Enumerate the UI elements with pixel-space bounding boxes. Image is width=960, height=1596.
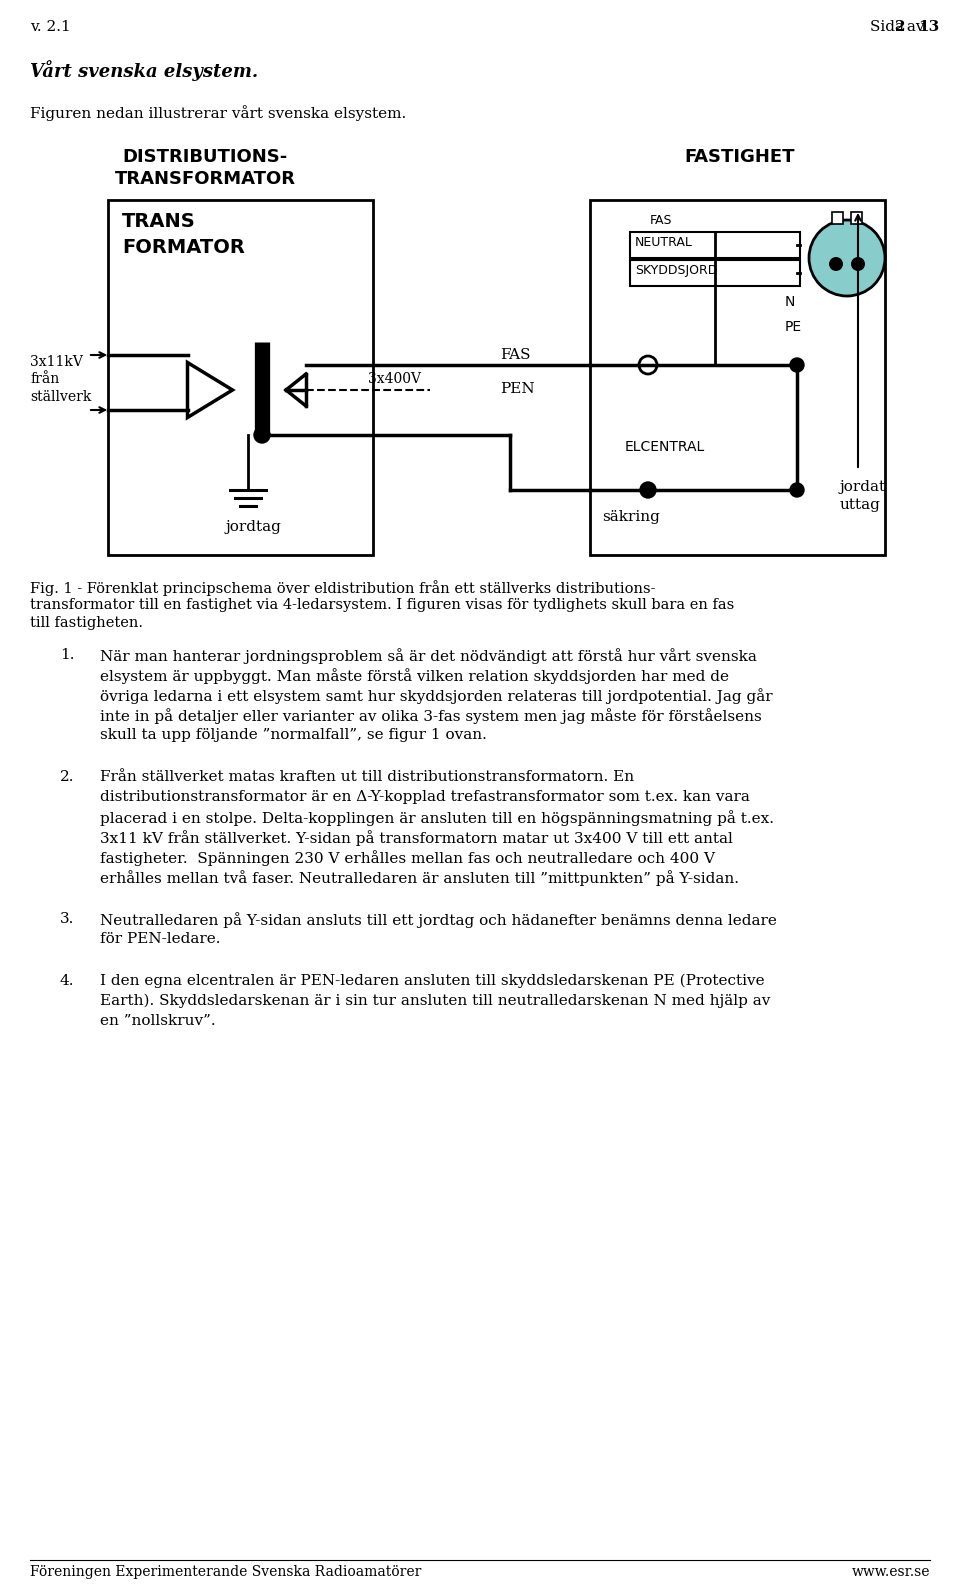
Text: distributionstransformator är en Δ-Y-kopplad trefastransformator som t.ex. kan v: distributionstransformator är en Δ-Y-kop…	[100, 790, 750, 804]
Bar	[590, 200, 885, 555]
Text: FAS: FAS	[500, 348, 531, 362]
Text: Föreningen Experimenterande Svenska Radioamatörer: Föreningen Experimenterande Svenska Radi…	[30, 1566, 421, 1578]
Text: 1.: 1.	[60, 648, 75, 662]
Text: Sida: Sida	[870, 21, 909, 34]
Text: TRANS: TRANS	[122, 212, 196, 231]
Text: 2.: 2.	[60, 769, 75, 784]
Text: FORMATOR: FORMATOR	[122, 238, 245, 257]
Circle shape	[254, 428, 270, 444]
Text: NEUTRAL: NEUTRAL	[635, 236, 693, 249]
Text: FASTIGHET: FASTIGHET	[684, 148, 795, 166]
Circle shape	[639, 356, 657, 373]
Text: för PEN-ledare.: för PEN-ledare.	[100, 932, 221, 946]
Bar	[630, 260, 800, 286]
Text: elsystem är uppbyggt. Man måste förstå vilken relation skyddsjorden har med de: elsystem är uppbyggt. Man måste förstå v…	[100, 669, 729, 683]
Text: Neutralledaren på Y-sidan ansluts till ett jordtag och hädanefter benämns denna : Neutralledaren på Y-sidan ansluts till e…	[100, 911, 777, 927]
Text: en ”nollskruv”.: en ”nollskruv”.	[100, 1013, 216, 1028]
Bar	[851, 212, 862, 223]
Circle shape	[790, 358, 804, 372]
Text: Figuren nedan illustrerar vårt svenska elsystem.: Figuren nedan illustrerar vårt svenska e…	[30, 105, 406, 121]
Text: TRANSFORMATOR: TRANSFORMATOR	[114, 171, 296, 188]
Text: Fig. 1 - Förenklat principschema över eldistribution från ett ställverks distrib: Fig. 1 - Förenklat principschema över el…	[30, 579, 656, 595]
Circle shape	[851, 257, 865, 271]
Circle shape	[809, 220, 885, 295]
Text: placerad i en stolpe. Delta-kopplingen är ansluten till en högspänningsmatning p: placerad i en stolpe. Delta-kopplingen ä…	[100, 811, 774, 825]
Text: 13: 13	[918, 21, 939, 34]
Text: ELCENTRAL: ELCENTRAL	[625, 440, 706, 453]
Circle shape	[829, 257, 843, 271]
Bar	[108, 200, 373, 555]
Text: erhålles mellan två faser. Neutralledaren är ansluten till ”mittpunkten” på Y-si: erhålles mellan två faser. Neutralledare…	[100, 870, 739, 886]
Text: När man hanterar jordningsproblem så är det nödvändigt att förstå hur vårt svens: När man hanterar jordningsproblem så är …	[100, 648, 756, 664]
Text: v. 2.1: v. 2.1	[30, 21, 71, 34]
Text: www.esr.se: www.esr.se	[852, 1566, 930, 1578]
Text: PEN: PEN	[500, 381, 535, 396]
Text: 3x11kV
från
ställverk: 3x11kV från ställverk	[30, 354, 91, 404]
Text: jordat: jordat	[840, 480, 886, 495]
Text: säkring: säkring	[602, 511, 660, 523]
Text: Earth). Skyddsledarskenan är i sin tur ansluten till neutralledarskenan N med hj: Earth). Skyddsledarskenan är i sin tur a…	[100, 994, 770, 1009]
Polygon shape	[187, 362, 232, 418]
Text: av: av	[902, 21, 929, 34]
Text: I den egna elcentralen är PEN-ledaren ansluten till skyddsledarskenan PE (Protec: I den egna elcentralen är PEN-ledaren an…	[100, 974, 764, 988]
Text: Från ställverket matas kraften ut till distributionstransformatorn. En: Från ställverket matas kraften ut till d…	[100, 769, 635, 784]
Text: SKYDDSJORD: SKYDDSJORD	[635, 263, 717, 278]
Text: DISTRIBUTIONS-: DISTRIBUTIONS-	[122, 148, 288, 166]
Text: till fastigheten.: till fastigheten.	[30, 616, 143, 630]
Text: övriga ledarna i ett elsystem samt hur skyddsjorden relateras till jordpotential: övriga ledarna i ett elsystem samt hur s…	[100, 688, 773, 704]
Text: FAS: FAS	[650, 214, 673, 227]
Text: fastigheter.  Spänningen 230 V erhålles mellan fas och neutralledare och 400 V: fastigheter. Spänningen 230 V erhålles m…	[100, 851, 715, 867]
Bar	[832, 212, 843, 223]
Text: transformator till en fastighet via 4-ledarsystem. I figuren visas för tydlighet: transformator till en fastighet via 4-le…	[30, 598, 734, 611]
Text: skull ta upp följande ”normalfall”, se figur 1 ovan.: skull ta upp följande ”normalfall”, se f…	[100, 728, 487, 742]
Text: N: N	[785, 295, 796, 310]
Circle shape	[640, 482, 656, 498]
Circle shape	[790, 484, 804, 496]
Text: PE: PE	[785, 321, 803, 334]
Text: inte in på detaljer eller varianter av olika 3-fas system men jag måste för förs: inte in på detaljer eller varianter av o…	[100, 709, 761, 725]
Text: jordtag: jordtag	[226, 520, 282, 535]
Text: 3x400V: 3x400V	[368, 372, 421, 386]
Text: 3.: 3.	[60, 911, 74, 926]
Bar	[630, 231, 800, 259]
Text: Vårt svenska elsystem.: Vårt svenska elsystem.	[30, 61, 258, 81]
Text: 4.: 4.	[60, 974, 75, 988]
Text: 3x11 kV från ställverket. Y-sidan på transformatorn matar ut 3x400 V till ett an: 3x11 kV från ställverket. Y-sidan på tra…	[100, 830, 732, 846]
Text: 2: 2	[895, 21, 905, 34]
Text: uttag: uttag	[840, 498, 881, 512]
